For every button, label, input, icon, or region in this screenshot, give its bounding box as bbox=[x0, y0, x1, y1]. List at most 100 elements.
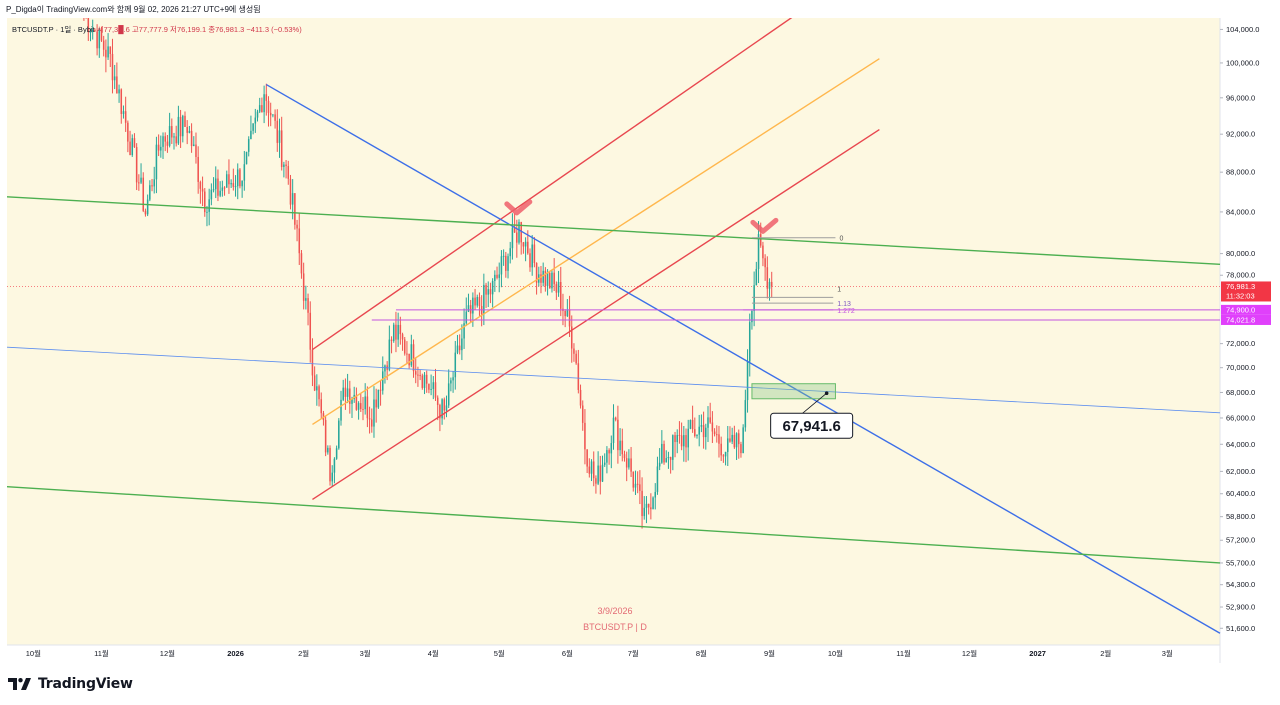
candle-body bbox=[491, 281, 494, 295]
candle-body bbox=[636, 483, 639, 485]
candle-body bbox=[753, 285, 755, 311]
candle-body bbox=[366, 396, 369, 419]
y-tick-label: 68,000.0 bbox=[1226, 388, 1255, 397]
candle-body bbox=[291, 193, 294, 205]
candle-body bbox=[410, 344, 413, 366]
candle-body bbox=[685, 435, 687, 448]
trendline-green-upper bbox=[7, 196, 1221, 266]
candle-body bbox=[748, 322, 751, 362]
candle-body bbox=[731, 434, 733, 442]
trendline-falling-blue bbox=[265, 83, 1221, 634]
candle-body bbox=[711, 422, 714, 432]
candle-body bbox=[557, 282, 560, 293]
y-tick-label: 100,000.0 bbox=[1226, 58, 1259, 67]
ohlc-values: 시77,3█.6 고77,777.9 저76,199.1 종76,981.3 −… bbox=[96, 25, 302, 34]
candle-body bbox=[425, 374, 428, 384]
y-tick-label: 62,000.0 bbox=[1226, 467, 1255, 476]
candle-body bbox=[579, 389, 582, 406]
candle-body bbox=[533, 244, 536, 263]
trendline-channel-mid bbox=[312, 58, 880, 426]
candle-body bbox=[298, 228, 301, 254]
price-chart[interactable]: 3/9/2026 BTCUSDT.P | D 1 1.131.272 0 67,941.6… bbox=[7, 18, 1273, 663]
symbol-label[interactable]: BTCUSDT.P · 1일 · Bybit bbox=[12, 25, 95, 34]
x-tick-label: 10월 bbox=[26, 648, 41, 658]
candle-body bbox=[164, 136, 166, 142]
candle-body bbox=[513, 227, 516, 233]
candle-body bbox=[463, 323, 465, 339]
candle-body bbox=[331, 472, 333, 482]
candle-body bbox=[182, 115, 184, 137]
candle-body bbox=[107, 46, 109, 58]
candle-body bbox=[133, 138, 136, 148]
candle-body bbox=[553, 272, 555, 285]
x-tick-label: 9월 bbox=[764, 648, 775, 658]
candle-body bbox=[375, 399, 377, 408]
candle-body bbox=[678, 434, 681, 436]
candle-body bbox=[184, 115, 186, 127]
candle-body bbox=[540, 274, 542, 283]
candle-body bbox=[652, 497, 654, 510]
candle-body bbox=[608, 450, 610, 454]
candle-body bbox=[219, 190, 221, 196]
candle-body bbox=[157, 144, 160, 151]
candle-body bbox=[419, 375, 421, 377]
candle-body bbox=[102, 40, 105, 50]
candle-body bbox=[373, 399, 375, 427]
candle-body bbox=[518, 222, 520, 243]
candle-body bbox=[467, 305, 470, 312]
candle-body bbox=[360, 403, 362, 409]
symbol-legend: BTCUSDT.P · 1일 · Bybit 시77,3█.6 고77,777.… bbox=[12, 24, 302, 35]
candle-body bbox=[520, 222, 522, 243]
candle-body bbox=[129, 141, 131, 156]
candle-body bbox=[676, 434, 678, 443]
candle-body bbox=[516, 232, 518, 243]
candle-body bbox=[274, 114, 276, 121]
candle-body bbox=[555, 284, 558, 293]
candle-body bbox=[500, 256, 503, 275]
candle-body bbox=[496, 274, 498, 278]
candle-body bbox=[674, 435, 676, 443]
candle-body bbox=[590, 461, 593, 474]
candle-body bbox=[335, 448, 338, 459]
candle-body bbox=[384, 365, 386, 372]
candle-body bbox=[445, 405, 448, 411]
candle-body bbox=[267, 100, 270, 113]
candle-body bbox=[680, 435, 683, 447]
candle-body bbox=[702, 425, 705, 438]
candle-body bbox=[346, 388, 349, 397]
candle-body bbox=[208, 199, 210, 212]
candle-body bbox=[476, 297, 479, 306]
y-tick-label: 88,000.0 bbox=[1226, 168, 1255, 177]
candle-body bbox=[720, 443, 722, 456]
candle-body bbox=[461, 338, 463, 351]
candle-body bbox=[302, 273, 305, 301]
candle-body bbox=[601, 464, 604, 482]
candle-body bbox=[573, 348, 575, 354]
x-tick-label: 2026 bbox=[227, 649, 244, 658]
candle-body bbox=[357, 403, 360, 410]
candle-body bbox=[502, 255, 505, 257]
candle-body bbox=[124, 111, 127, 123]
candle-body bbox=[505, 255, 507, 271]
candle-body bbox=[140, 177, 142, 183]
candle-body bbox=[300, 253, 303, 274]
x-tick-label: 2027 bbox=[1029, 649, 1046, 658]
y-tick-label: 72,000.0 bbox=[1226, 339, 1255, 348]
candle-body bbox=[768, 281, 771, 289]
candle-body bbox=[190, 130, 193, 146]
candle-body bbox=[234, 186, 237, 188]
candle-body bbox=[726, 438, 729, 452]
candle-body bbox=[201, 188, 204, 192]
candle-body bbox=[698, 426, 700, 435]
x-tick-label: 12월 bbox=[160, 648, 175, 658]
y-tick-label: 92,000.0 bbox=[1226, 130, 1255, 139]
candle-body bbox=[403, 339, 406, 354]
candle-body bbox=[311, 349, 314, 376]
candle-body bbox=[447, 383, 450, 406]
candle-body bbox=[333, 458, 336, 473]
candle-body bbox=[465, 311, 468, 324]
candle-body bbox=[744, 400, 747, 428]
candle-body bbox=[225, 174, 228, 188]
candle-body bbox=[351, 399, 353, 404]
level-label-level-0: 0 bbox=[839, 236, 843, 243]
